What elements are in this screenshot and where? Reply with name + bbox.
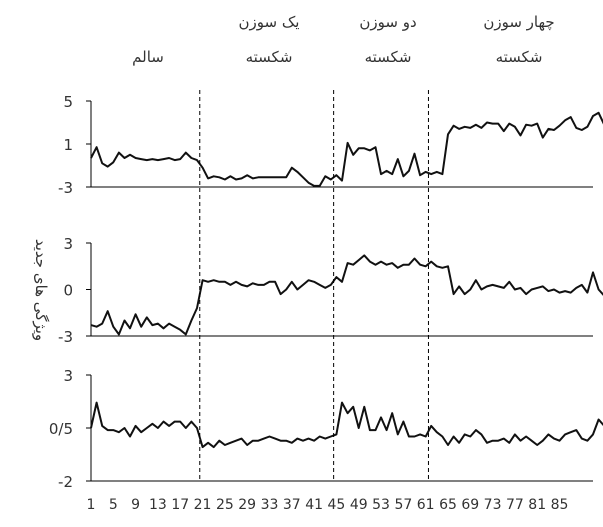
panel-3-series-line — [90, 401, 603, 449]
x-tick-label: 45 — [328, 497, 346, 513]
x-axis-tick-labels: 1 5 9 13 17 21 25 29 33 37 41 45 49 53 57 61 65 69 73 77 81 8… — [87, 497, 569, 513]
panel-1-series-line — [90, 111, 603, 187]
x-tick-label: 85 — [551, 497, 569, 513]
x-tick-label: 1 — [87, 497, 96, 513]
x-tick-label: 41 — [305, 497, 323, 513]
segment-label-line1: یک سوزن — [239, 13, 300, 31]
x-tick-label: 73 — [484, 497, 502, 513]
panel-1-y-tick-label: 5 — [63, 93, 73, 111]
segment-labels: سالم یک سوزن شکسته دو سوزن شکسته چهار سوزن شکس… — [132, 13, 555, 66]
panel-3-y-tick-label: -2 — [58, 473, 73, 491]
segment-label-line2: سالم — [132, 48, 164, 66]
x-tick-label: 49 — [350, 497, 368, 513]
x-tick-label: 9 — [131, 497, 140, 513]
panel-3: 3 0/5 -2 — [49, 367, 603, 491]
x-tick-label: 29 — [238, 497, 256, 513]
x-tick-label: 53 — [372, 497, 390, 513]
segment-label-line2: شکسته — [365, 48, 412, 66]
segment-label-line1: دو سوزن — [359, 13, 416, 31]
panel-1-y-tick-label: 1 — [63, 136, 73, 154]
segment-dividers — [199, 90, 429, 481]
chart-panels: 5 1 -3 3 0 -3 3 0/5 -2 — [49, 93, 603, 491]
panel-2-y-tick-label: -3 — [58, 328, 73, 346]
x-tick-label: 65 — [439, 497, 457, 513]
x-tick-label: 25 — [216, 497, 234, 513]
panel-1-y-tick-label: -3 — [58, 179, 73, 197]
x-tick-label: 17 — [171, 497, 189, 513]
panel-2-y-tick-label: 3 — [63, 235, 73, 253]
x-tick-label: 69 — [461, 497, 479, 513]
x-tick-label: 5 — [109, 497, 118, 513]
y-axis-label: ویژگی های جدید — [32, 239, 50, 341]
segment-label-line2: شکسته — [246, 48, 293, 66]
x-tick-label: 57 — [394, 497, 412, 513]
panel-1: 5 1 -3 — [58, 93, 603, 197]
panel-2: 3 0 -3 — [58, 235, 603, 346]
x-tick-label: 61 — [417, 497, 435, 513]
x-tick-label: 81 — [528, 497, 546, 513]
x-tick-label: 77 — [506, 497, 524, 513]
segment-label-line2: شکسته — [496, 48, 543, 66]
panel-3-y-tick-label: 0/5 — [49, 420, 73, 438]
panel-2-y-tick-label: 0 — [63, 282, 73, 300]
x-tick-label: 21 — [194, 497, 212, 513]
panel-3-y-tick-label: 3 — [63, 367, 73, 385]
x-tick-label: 13 — [149, 497, 167, 513]
x-tick-label: 37 — [283, 497, 301, 513]
segment-label-line1: چهار سوزن — [483, 13, 554, 31]
panel-2-series-line — [90, 254, 603, 336]
x-tick-label: 33 — [261, 497, 279, 513]
